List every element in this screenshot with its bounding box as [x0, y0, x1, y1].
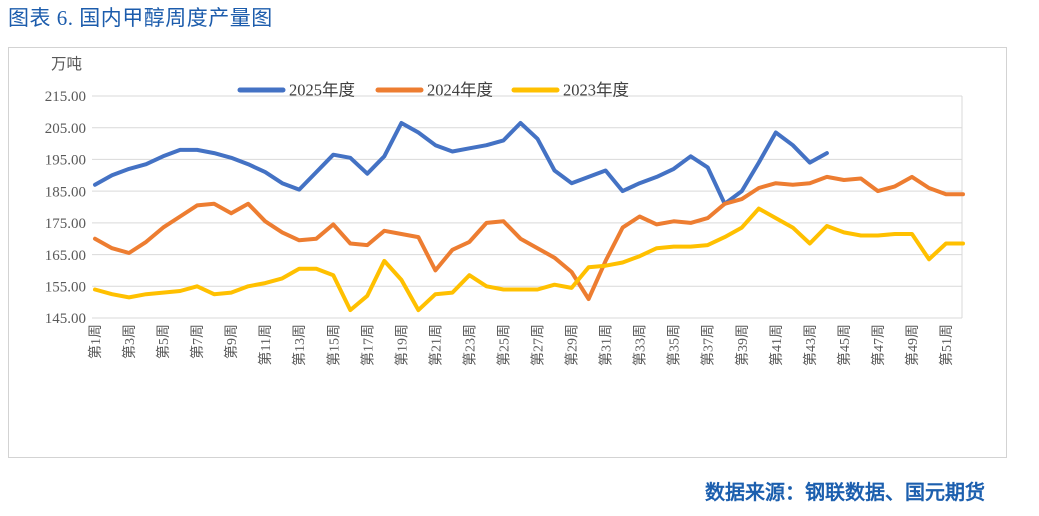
page-title: 图表 6. 国内甲醇周度产量图 [8, 6, 273, 30]
y-tick-label: 155.00 [45, 279, 86, 295]
y-tick-label: 215.00 [45, 89, 86, 105]
y-tick-label: 165.00 [45, 248, 86, 264]
x-tick-label: 第7周 [189, 324, 206, 359]
x-tick-label: 第11周 [257, 324, 274, 365]
x-tick-label: 第1周 [87, 324, 104, 359]
legend-label-2025: 2025年度 [289, 81, 355, 100]
x-tick-label: 第3周 [121, 324, 138, 359]
x-tick-label: 第15周 [325, 324, 342, 366]
x-tick-label: 第9周 [223, 324, 240, 359]
x-tick-label: 第35周 [666, 324, 683, 366]
x-tick-label: 第13周 [291, 324, 308, 366]
x-tick-label: 第39周 [734, 324, 751, 366]
x-tick-label: 第41周 [768, 324, 785, 366]
axis-unit-label: 万吨 [51, 55, 82, 73]
x-tick-label: 第19周 [393, 324, 410, 366]
x-tick-label: 第51周 [938, 324, 955, 366]
x-tick-label: 第49周 [904, 324, 921, 366]
chart-svg: 215.00 205.00 195.00 185.00 175.00 165.00 155.… [45, 55, 965, 366]
x-tick-label: 第33周 [632, 324, 649, 366]
x-tick-label: 第45周 [836, 324, 853, 366]
y-tick-label: 145.00 [45, 311, 86, 327]
legend-label-2024: 2024年度 [427, 81, 493, 100]
series-line-2024 [93, 174, 965, 301]
series-line-2025 [93, 121, 829, 206]
legend-label-2023: 2023年度 [563, 81, 629, 100]
x-tick-label: 第17周 [359, 324, 376, 366]
x-tick-label: 第21周 [427, 324, 444, 366]
series-line-2023 [93, 206, 965, 313]
x-tick-label: 第37周 [700, 324, 717, 366]
y-tick-label: 185.00 [45, 184, 86, 200]
x-tick-label: 第27周 [530, 324, 547, 366]
x-tick-label: 第5周 [155, 324, 172, 359]
x-tick-label: 第43周 [802, 324, 819, 366]
x-tick-label: 第25周 [495, 324, 512, 366]
y-tick-label: 205.00 [45, 121, 86, 137]
source-note: 数据来源：钢联数据、国元期货 [705, 482, 985, 504]
x-tick-label: 第23周 [461, 324, 478, 366]
x-tick-label: 第47周 [870, 324, 887, 366]
y-tick-label: 175.00 [45, 216, 86, 232]
x-tick-label: 第29周 [564, 324, 581, 366]
chart-frame: 215.00 205.00 195.00 185.00 175.00 165.00 155.… [8, 47, 1007, 458]
y-tick-label: 195.00 [45, 153, 86, 169]
x-tick-label: 第31周 [598, 324, 615, 366]
